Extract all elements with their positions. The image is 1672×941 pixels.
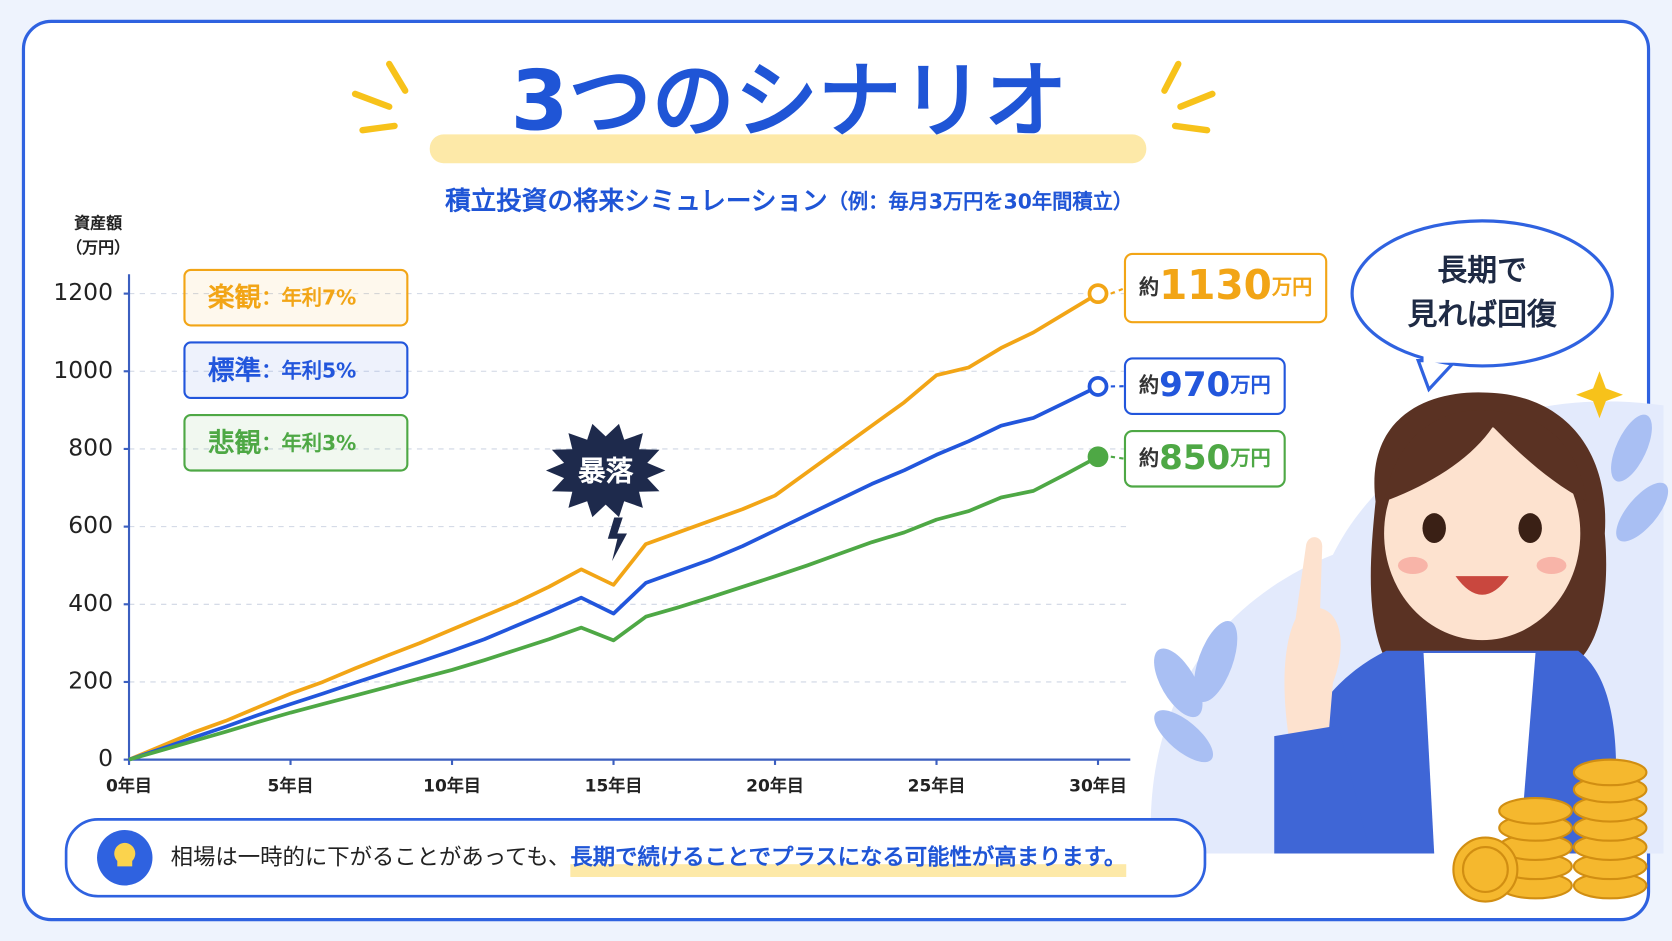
end-marker <box>1087 446 1109 468</box>
end-unit: 万円 <box>1229 373 1271 397</box>
legend-rate: ：年利3% <box>261 430 356 454</box>
end-prefix: 約 <box>1139 373 1159 397</box>
crash-burst <box>545 423 666 518</box>
chart: 0 200 400 600 800 1000 1200 0年目 5年目 10年目 15年目 20年目 2… <box>53 252 1328 796</box>
title-highlight <box>429 134 1147 164</box>
x-tick-label: 15年目 <box>585 775 643 796</box>
lightning <box>607 517 627 562</box>
y-axis-label: （万円） <box>66 238 130 257</box>
y-tick-label: 1000 <box>53 356 113 384</box>
legend-name: 悲観 <box>208 427 262 458</box>
end-prefix: 約 <box>1139 445 1159 469</box>
bubble-join <box>1423 354 1467 363</box>
end-label: 約1130万円 <box>1139 261 1313 309</box>
end-prefix: 約 <box>1139 275 1159 299</box>
leader-line <box>1110 287 1126 295</box>
leaves <box>1154 414 1669 763</box>
y-axis-label: 資産額 <box>74 214 122 233</box>
legend-entry: 悲観：年利3% <box>208 427 356 458</box>
y-tick-label: 200 <box>68 666 113 694</box>
end-label-box <box>1123 357 1286 416</box>
bulb <box>114 842 136 867</box>
end-label-box <box>1123 429 1286 488</box>
y-tick-label: 400 <box>68 589 113 617</box>
speech-bubble <box>1350 219 1614 368</box>
x-tick-label: 30年目 <box>1069 775 1127 796</box>
leader-line <box>1110 455 1126 460</box>
tip-text: 相場は一時的に下がることがあっても、 <box>171 844 571 870</box>
subtitle: 積立投資の将来シミュレーション（例：毎月3万円を30年間積立） <box>445 186 1133 217</box>
y-tick-label: 800 <box>68 433 113 461</box>
legend-name: 楽観 <box>208 282 262 313</box>
series-line <box>128 384 1099 762</box>
y-tick-label: 0 <box>98 744 113 772</box>
tip-highlight: 長期で続けることでプラスになる可能性が高まります。 <box>570 843 1126 870</box>
end-unit: 万円 <box>1271 275 1313 299</box>
title: 3つのシナリオ <box>511 53 1068 150</box>
x-tick-label: 25年目 <box>908 775 966 796</box>
end-value: 850 <box>1159 437 1230 477</box>
end-value: 970 <box>1159 365 1230 405</box>
legend-entry: 標準：年利5% <box>208 355 356 386</box>
end-unit: 万円 <box>1229 445 1271 469</box>
legend-entry: 楽観：年利7% <box>208 282 356 313</box>
end-label-box <box>1123 252 1328 324</box>
crash-label: 暴落 <box>578 455 634 488</box>
legend-box <box>183 268 409 327</box>
subtitle-note: （例：毎月3万円を30年間積立） <box>828 189 1133 213</box>
x-tick-label: 20年目 <box>746 775 804 796</box>
legend-box <box>183 341 409 400</box>
end-label: 約970万円 <box>1139 365 1271 405</box>
series-line <box>128 292 1099 762</box>
series-line <box>128 455 1099 762</box>
x-tick-label: 0年目 <box>106 775 152 796</box>
coins <box>1452 758 1648 903</box>
tip-highlight-bar <box>570 864 1127 877</box>
legend-name: 標準 <box>208 355 261 386</box>
legend-box <box>183 413 409 472</box>
end-label: 約850万円 <box>1139 437 1271 477</box>
x-tick-label: 10年目 <box>423 775 481 796</box>
bubble-text: 見れば回復 <box>1408 297 1558 332</box>
y-tick-label: 1200 <box>53 278 113 306</box>
end-marker <box>1087 283 1109 305</box>
legend-rate: ：年利5% <box>261 358 356 382</box>
bubble-text: 長期で <box>1437 254 1527 289</box>
sparkle-rays <box>351 60 1216 134</box>
subtitle-main: 積立投資の将来シミュレーション <box>445 186 828 217</box>
end-marker <box>1087 376 1109 397</box>
person <box>1274 392 1617 854</box>
x-tick-label: 5年目 <box>268 775 314 796</box>
star <box>1576 371 1623 419</box>
legend-rate: ：年利7% <box>261 285 356 309</box>
y-tick-label: 600 <box>68 511 113 539</box>
end-value: 1130 <box>1159 261 1272 309</box>
